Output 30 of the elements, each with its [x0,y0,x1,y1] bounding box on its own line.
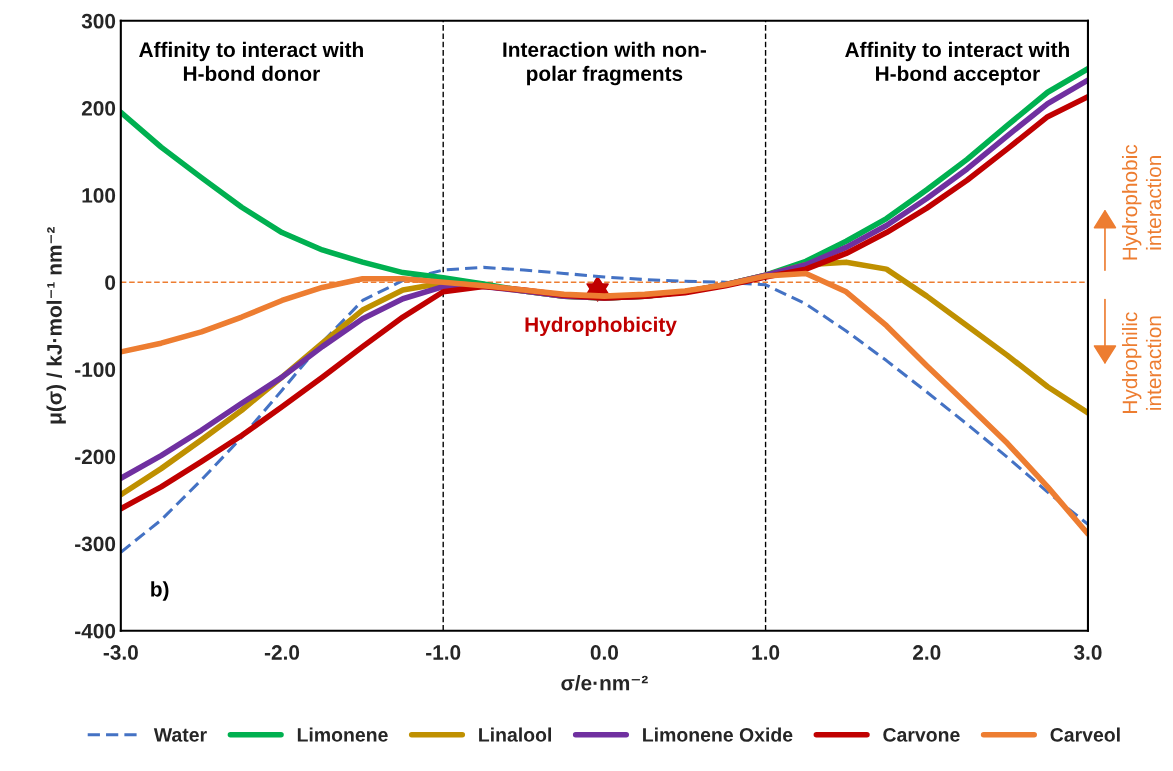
legend-label: Carvone [883,727,960,742]
y-tick-label: 300 [81,13,116,29]
legend-label: Water [153,728,207,742]
x-tick-label: 2.0 [913,645,941,660]
y-tick-label: -200 [75,449,116,465]
y-tick-label: 200 [81,100,116,116]
annotation: Affinity to interact with H-bond donor [139,41,363,82]
y-tick-label: 0 [105,275,116,290]
x-axis-title: σ/e·nm⁻² [561,675,648,691]
x-tick-label: -3.0 [103,645,138,660]
legend-label: Limonene [297,727,388,742]
legend-label: Linalool [479,727,551,742]
y-tick-label: -400 [75,623,116,639]
text: Hydrophobic interaction [1121,144,1162,260]
annotation: Affinity to interact with H-bond acceptor [845,41,1069,86]
annotation: Interaction with non- polar fragments [503,41,706,86]
legend-label: Carveol [1050,727,1120,742]
y-tick-label: 100 [82,188,116,203]
x-tick-label: 3.0 [1073,645,1102,660]
y-tick-label: -300 [75,536,116,552]
x-tick-label: 1.0 [752,645,780,660]
x-tick-label: 0.0 [590,645,619,660]
legend-label: Limonene Oxide [643,727,793,742]
annotation: Hydrophobicity [525,316,677,337]
annotation: b) [151,581,169,601]
text: Hydrophilic interaction [1121,312,1162,413]
x-tick-label: -1.0 [426,645,461,660]
y-axis-title: μ(σ) / kJ·mol⁻¹ nm⁻² [46,227,66,424]
y-tick-label: -100 [75,362,116,378]
x-tick-label: -2.0 [264,645,300,660]
